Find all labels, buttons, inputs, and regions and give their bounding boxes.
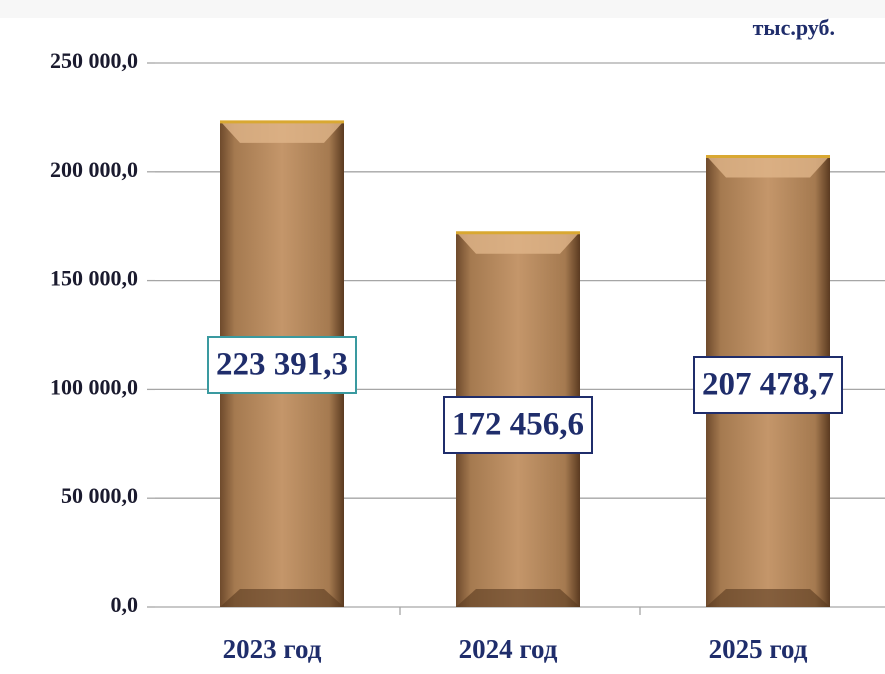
y-tick-label: 150 000,0 [50, 266, 138, 291]
x-tick-label: 2025 год [709, 634, 808, 664]
value-label: 172 456,6 [452, 407, 584, 443]
x-tick-label: 2023 год [223, 634, 322, 664]
bar-bevel-top [456, 231, 580, 254]
bar-bevel-bottom [220, 589, 344, 607]
y-tick-label: 50 000,0 [61, 483, 138, 508]
y-tick-label: 100 000,0 [50, 374, 138, 399]
value-label: 207 478,7 [702, 367, 834, 403]
y-tick-label: 250 000,0 [50, 48, 138, 73]
unit-label: тыс.руб. [753, 15, 835, 40]
y-tick-label: 200 000,0 [50, 157, 138, 182]
bar-bevel-bottom [706, 589, 830, 607]
bar-bevel-top [220, 120, 344, 143]
bar-bevel-top [706, 155, 830, 178]
value-label-box [693, 356, 843, 414]
top-band [0, 0, 885, 18]
value-label-box [207, 336, 357, 394]
bar-bevel-bottom [456, 589, 580, 607]
x-tick-label: 2024 год [459, 634, 558, 664]
y-tick-label: 0,0 [111, 592, 139, 617]
value-label: 223 391,3 [216, 347, 348, 383]
value-label-box [443, 396, 593, 454]
